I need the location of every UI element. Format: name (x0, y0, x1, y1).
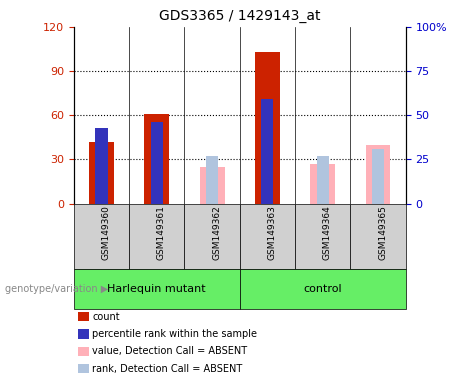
Title: GDS3365 / 1429143_at: GDS3365 / 1429143_at (159, 9, 320, 23)
Text: control: control (303, 284, 342, 294)
Text: GSM149365: GSM149365 (378, 205, 387, 260)
Bar (372, 149, 384, 204)
Text: percentile rank within the sample: percentile rank within the sample (92, 329, 257, 339)
Text: GSM149362: GSM149362 (212, 205, 221, 260)
Text: count: count (92, 312, 120, 322)
Bar (310, 164, 335, 204)
Text: GSM149360: GSM149360 (101, 205, 111, 260)
Text: value, Detection Call = ABSENT: value, Detection Call = ABSENT (92, 346, 247, 356)
Bar (151, 122, 163, 204)
Bar (255, 52, 280, 204)
Bar (144, 114, 169, 204)
Bar (95, 127, 107, 204)
Text: GSM149364: GSM149364 (323, 205, 332, 260)
Text: rank, Detection Call = ABSENT: rank, Detection Call = ABSENT (92, 364, 242, 374)
Bar (317, 156, 329, 204)
Bar (89, 142, 114, 204)
Text: GSM149361: GSM149361 (157, 205, 166, 260)
Bar (366, 145, 390, 204)
Bar (261, 99, 273, 204)
Text: GSM149363: GSM149363 (267, 205, 277, 260)
Bar (200, 167, 225, 204)
Text: Harlequin mutant: Harlequin mutant (107, 284, 206, 294)
Text: genotype/variation ▶: genotype/variation ▶ (5, 284, 108, 294)
Bar (206, 156, 218, 204)
